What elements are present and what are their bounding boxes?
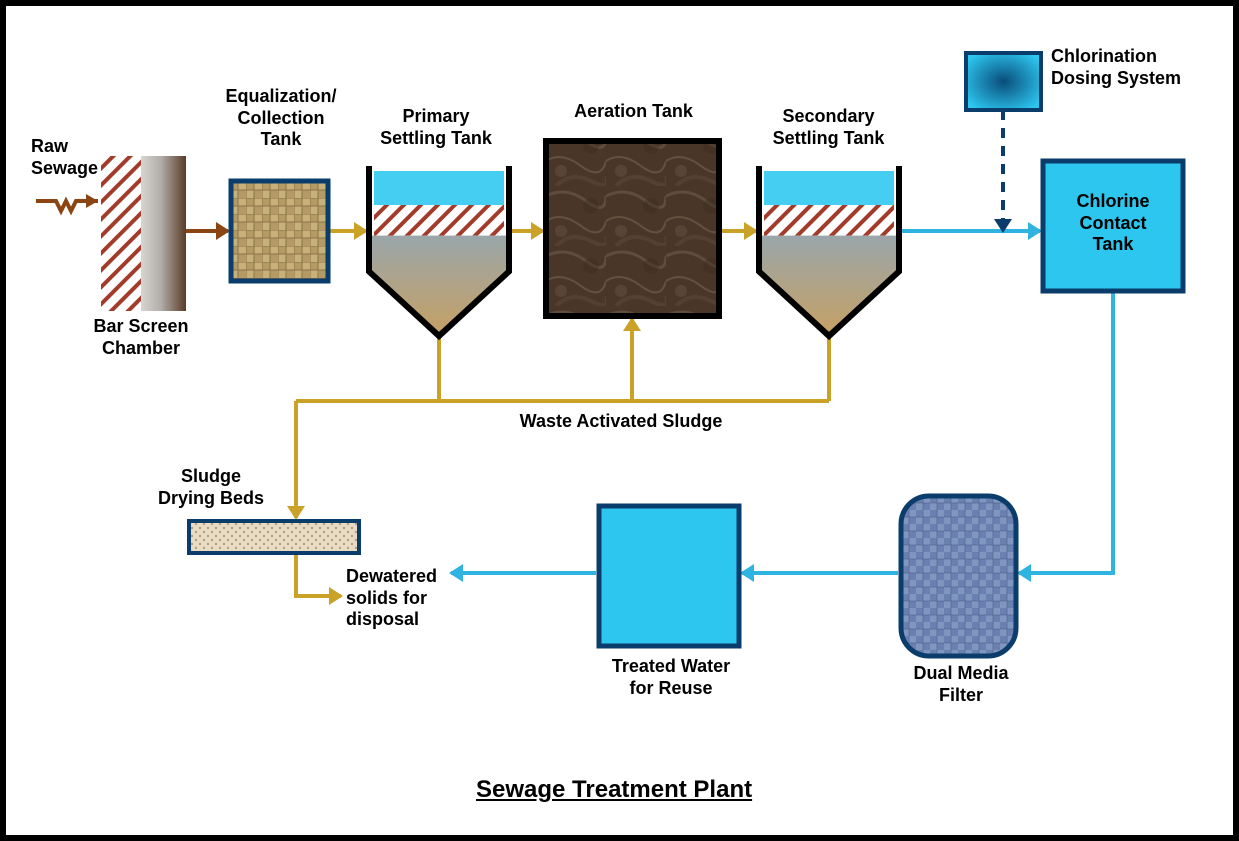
label-dosing: ChlorinationDosing System [1051, 46, 1211, 89]
label-secondary: SecondarySettling Tank [751, 106, 906, 149]
label-was: Waste Activated Sludge [441, 411, 801, 433]
label-filter: Dual MediaFilter [886, 663, 1036, 706]
label-primary: PrimarySettling Tank [361, 106, 511, 149]
label-treated: Treated Waterfor Reuse [586, 656, 756, 699]
label-drying-beds: SludgeDrying Beds [136, 466, 286, 509]
label-raw-sewage: RawSewage [31, 136, 121, 179]
label-eq-tank: Equalization/CollectionTank [216, 86, 346, 151]
diagram-frame: RawSewage Bar ScreenChamber Equalization… [0, 0, 1239, 841]
label-dewatered: Dewateredsolids fordisposal [346, 566, 476, 631]
label-bar-screen: Bar ScreenChamber [76, 316, 206, 359]
label-aeration: Aeration Tank [541, 101, 726, 123]
label-chlorine: ChlorineContactTank [1053, 191, 1173, 256]
diagram-title: Sewage Treatment Plant [476, 776, 752, 804]
